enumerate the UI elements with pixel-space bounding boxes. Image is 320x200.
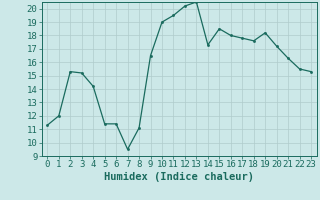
X-axis label: Humidex (Indice chaleur): Humidex (Indice chaleur) <box>104 172 254 182</box>
